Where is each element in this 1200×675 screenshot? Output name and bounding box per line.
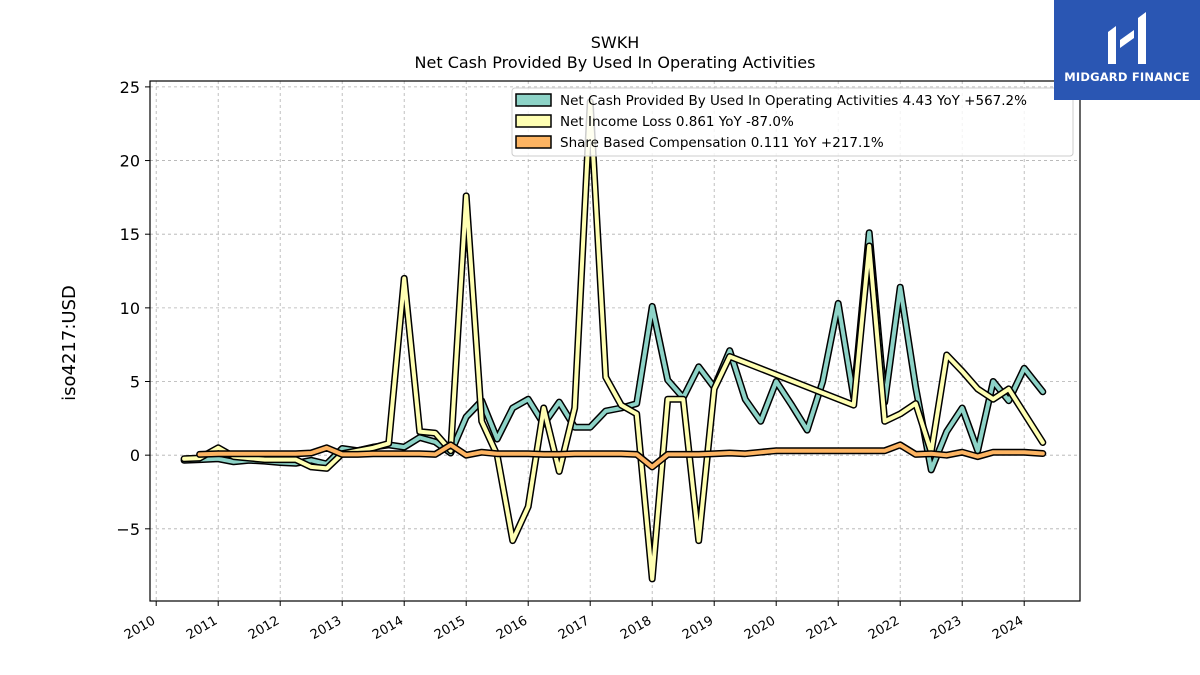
x-tick-label: 2016 <box>494 613 530 643</box>
x-tick-label: 2020 <box>742 613 778 643</box>
x-tick-label: 2021 <box>804 613 840 643</box>
x-tick-label: 2013 <box>308 613 344 643</box>
y-tick-label: 0 <box>130 446 140 465</box>
x-tick-label: 2010 <box>122 613 158 643</box>
legend-swatch-net-cash <box>516 94 551 106</box>
chart-title: SWKH <box>591 33 640 52</box>
series-line-net-cash-provided-by-used-in-operating-activities <box>184 233 1043 470</box>
y-tick-label: −5 <box>116 520 140 539</box>
x-tick-label: 2014 <box>370 613 406 643</box>
y-axis-label: iso4217:USD <box>59 285 80 401</box>
x-tick-label: 2015 <box>432 613 468 643</box>
legend-label-net-cash: Net Cash Provided By Used In Operating A… <box>560 93 1027 109</box>
legend-label-net-income: Net Income Loss 0.861 YoY -87.0% <box>560 114 794 130</box>
legend-label-share-comp: Share Based Compensation 0.111 YoY +217.… <box>560 135 884 151</box>
series-line-net-income-loss <box>184 102 1043 579</box>
grid <box>150 81 1080 601</box>
y-tick-label: 20 <box>120 152 140 171</box>
chart-subtitle: Net Cash Provided By Used In Operating A… <box>415 53 816 72</box>
x-tick-label: 2019 <box>680 613 716 643</box>
x-tick-label: 2011 <box>184 613 220 643</box>
midgard-logo-icon <box>1102 10 1152 66</box>
x-tick-label: 2023 <box>928 613 964 643</box>
legend-swatch-net-income <box>516 115 551 127</box>
x-tick-label: 2017 <box>556 613 592 643</box>
chart-canvas: SWKH Net Cash Provided By Used In Operat… <box>0 0 1200 675</box>
x-tick-label: 2022 <box>866 613 902 643</box>
x-tick-label: 2012 <box>246 613 282 643</box>
brand-name: MIDGARD FINANCE <box>1054 70 1200 84</box>
x-tick-label: 2018 <box>618 613 654 643</box>
series-lines <box>184 102 1043 579</box>
y-tick-label: 10 <box>120 299 140 318</box>
brand-logo: MIDGARD FINANCE <box>1054 0 1200 100</box>
y-tick-label: 15 <box>120 225 140 244</box>
legend: Net Cash Provided By Used In Operating A… <box>512 88 1073 156</box>
plot-frame <box>150 81 1080 601</box>
series-outline-net-cash-provided-by-used-in-operating-activities <box>184 233 1043 470</box>
x-tick-label: 2024 <box>990 613 1026 643</box>
y-tick-label: 5 <box>130 373 140 392</box>
series-outline-net-income-loss <box>184 102 1043 579</box>
y-tick-label: 25 <box>120 78 140 97</box>
legend-swatch-share-comp <box>516 136 551 148</box>
